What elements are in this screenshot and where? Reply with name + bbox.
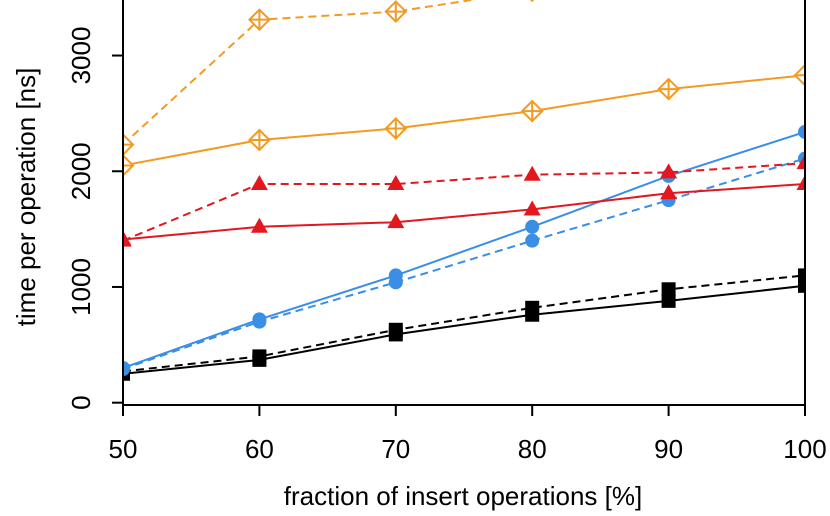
series-line xyxy=(123,130,805,369)
data-point-circle xyxy=(525,233,540,248)
series-layer xyxy=(123,0,805,381)
series-2 xyxy=(123,268,805,379)
series-3 xyxy=(123,124,805,375)
y-tick-label: 0 xyxy=(66,395,96,409)
series-8 xyxy=(123,0,535,157)
data-point-circle xyxy=(525,219,540,234)
x-tick-label: 70 xyxy=(381,434,410,464)
data-point-square xyxy=(661,293,676,308)
series-line xyxy=(123,162,805,242)
y-tick-label: 2000 xyxy=(66,142,96,200)
y-axis-label: time per operation [ns] xyxy=(11,68,41,327)
data-point-circle xyxy=(388,275,403,290)
data-point-triangle xyxy=(796,174,805,190)
data-point-triangle xyxy=(387,174,405,190)
plot-area xyxy=(123,0,805,381)
x-tick-label: 60 xyxy=(245,434,274,464)
data-point-triangle xyxy=(387,213,405,229)
series-line xyxy=(123,274,805,373)
series-7 xyxy=(123,63,805,177)
y-tick-label: 1000 xyxy=(66,258,96,316)
series-4 xyxy=(123,151,805,377)
data-point-triangle xyxy=(660,184,678,200)
series-line xyxy=(123,183,805,241)
series-1 xyxy=(123,278,805,381)
series-6 xyxy=(123,154,805,247)
plot-frame xyxy=(122,0,806,406)
data-point-circle xyxy=(252,314,267,329)
data-point-square xyxy=(661,282,676,297)
data-point-square xyxy=(798,278,805,293)
data-point-circle xyxy=(798,124,805,139)
data-point-triangle xyxy=(523,165,541,181)
series-line xyxy=(123,157,805,371)
data-point-square xyxy=(525,300,540,315)
data-point-square xyxy=(252,349,267,364)
data-point-triangle xyxy=(250,174,268,190)
x-tick-label: 90 xyxy=(654,434,683,464)
data-point-circle xyxy=(123,362,130,377)
data-point-square xyxy=(798,268,805,283)
data-point-triangle xyxy=(123,231,132,247)
x-axis-label: fraction of insert operations [%] xyxy=(284,481,642,511)
x-tick-label: 50 xyxy=(109,434,138,464)
data-point-triangle xyxy=(523,200,541,216)
series-5 xyxy=(123,174,805,246)
series-line xyxy=(123,74,805,167)
series-line xyxy=(123,0,479,146)
y-tick-label: 3000 xyxy=(66,27,96,85)
x-tick-label: 100 xyxy=(783,434,826,464)
data-point-triangle xyxy=(660,163,678,179)
data-point-triangle xyxy=(796,154,805,170)
data-point-triangle xyxy=(250,217,268,233)
data-point-square xyxy=(388,322,403,337)
series-line xyxy=(123,284,805,375)
x-tick-label: 80 xyxy=(518,434,547,464)
